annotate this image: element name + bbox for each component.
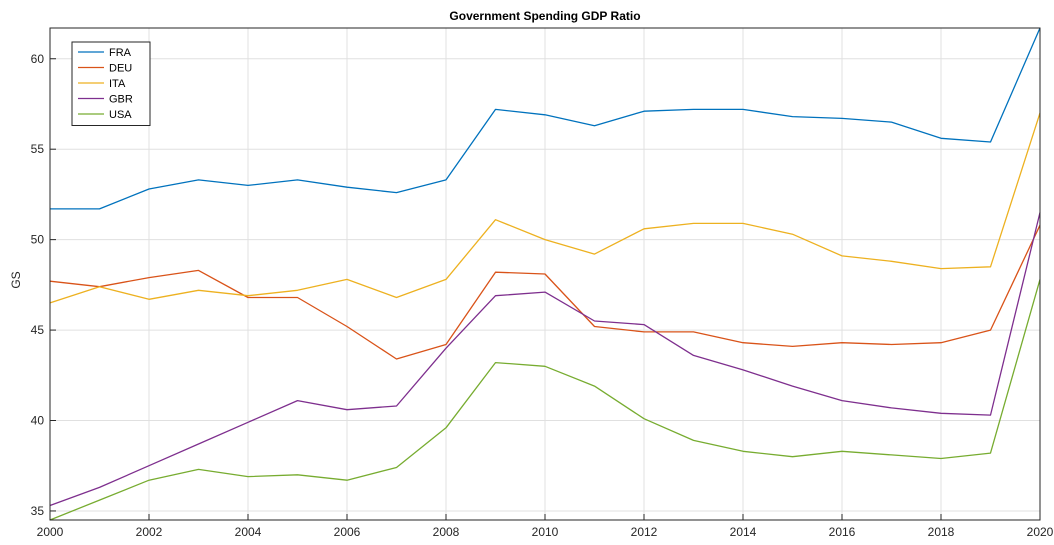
- y-tick-label: 50: [31, 233, 45, 247]
- x-tick-label: 2010: [532, 525, 559, 539]
- y-tick-label: 35: [31, 504, 45, 518]
- x-tick-label: 2016: [829, 525, 856, 539]
- legend-label-deu: DEU: [109, 63, 132, 75]
- x-tick-label: 2020: [1027, 525, 1054, 539]
- y-tick-label: 45: [31, 323, 45, 337]
- x-tick-label: 2014: [730, 525, 757, 539]
- x-tick-label: 2004: [235, 525, 262, 539]
- series-lines: [49, 27, 1041, 521]
- y-tick-label: 60: [31, 52, 45, 66]
- series-line-usa: [49, 279, 1041, 521]
- legend: FRA DEU ITA GBR USA: [71, 41, 151, 126]
- x-tick-label: 2008: [433, 525, 460, 539]
- series-line-fra: [50, 27, 1041, 210]
- legend-label-fra: FRA: [109, 47, 132, 59]
- x-tick-label: 2018: [928, 525, 955, 539]
- series-line-ita: [49, 112, 1041, 304]
- x-tick-label: 2006: [334, 525, 361, 539]
- y-tick-label: 55: [31, 142, 45, 156]
- series-line-deu: [49, 224, 1041, 360]
- axis-ticks: 2000 2002 2004 2006 2008 2010 2012 2014 2016 2018…: [31, 52, 1054, 539]
- series-line-gbr: [49, 212, 1041, 507]
- legend-label-gbr: GBR: [109, 94, 133, 106]
- x-tick-label: 2000: [37, 525, 64, 539]
- x-tick-label: 2012: [631, 525, 658, 539]
- y-axis-label: GS: [9, 271, 23, 288]
- chart-title: Government Spending GDP Ratio: [449, 9, 640, 23]
- legend-label-usa: USA: [109, 109, 132, 121]
- legend-box: [71, 41, 151, 126]
- legend-label-ita: ITA: [109, 78, 126, 90]
- y-tick-label: 40: [31, 414, 45, 428]
- x-tick-label: 2002: [136, 525, 163, 539]
